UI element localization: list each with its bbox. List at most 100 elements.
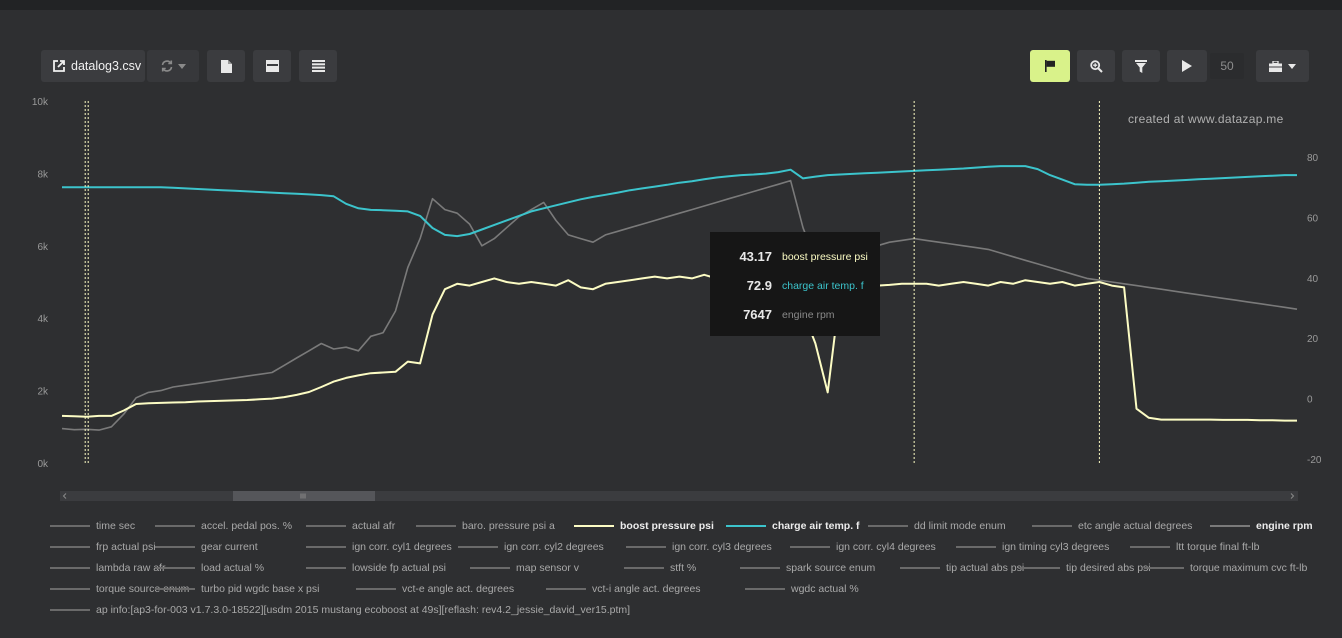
legend-item[interactable]: ign corr. cyl4 degrees [790, 536, 936, 557]
legend-swatch [458, 545, 498, 548]
legend-swatch [470, 566, 510, 569]
legend-item[interactable]: baro. pressure psi a [416, 515, 555, 536]
tooltip-row: 7647 engine rpm [710, 300, 880, 329]
horizontal-scrollbar[interactable] [60, 491, 1298, 501]
legend-swatch [1144, 566, 1184, 569]
legend-swatch [50, 566, 90, 569]
legend-label: frp actual psi [96, 540, 156, 553]
legend-label: ign corr. cyl3 degrees [672, 540, 772, 553]
legend-item[interactable]: vct-i angle act. degrees [546, 578, 701, 599]
legend-swatch [306, 545, 346, 548]
legend-item[interactable]: torque source enum [50, 578, 189, 599]
legend-item[interactable]: accel. pedal pos. % [155, 515, 292, 536]
legend-item[interactable]: turbo pid wgdc base x psi [155, 578, 319, 599]
caret-down-icon [1288, 63, 1296, 69]
legend-item[interactable]: vct-e angle act. degrees [356, 578, 514, 599]
legend-swatch [790, 545, 830, 548]
y-right-tick-label: 80 [1307, 153, 1319, 164]
legend-item[interactable]: boost pressure psi [574, 515, 714, 536]
legend-label: engine rpm [1256, 519, 1313, 532]
legend-label: ign corr. cyl1 degrees [352, 540, 452, 553]
tooltip-value: 72.9 [746, 278, 772, 293]
legend-item[interactable]: actual afr [306, 515, 395, 536]
legend-item[interactable]: load actual % [155, 557, 264, 578]
zoom-button[interactable] [1077, 50, 1115, 82]
playback-speed-input[interactable]: 50 [1210, 53, 1244, 79]
legend-item[interactable]: tip actual abs psi [900, 557, 1024, 578]
legend-label: dd limit mode enum [914, 519, 1006, 532]
y-left-tick-label: 4k [37, 314, 49, 325]
tools-dropdown-button[interactable] [1256, 50, 1309, 82]
y-right-tick-label: 0 [1307, 395, 1313, 406]
legend-item[interactable]: ign timing cyl3 degrees [956, 536, 1109, 557]
scroll-right-icon [1290, 493, 1295, 499]
top-bar [0, 0, 1342, 10]
legend-swatch [740, 566, 780, 569]
panel-icon [265, 60, 279, 72]
legend-item[interactable]: ign corr. cyl3 degrees [626, 536, 772, 557]
legend-swatch [574, 524, 614, 527]
legend-swatch [1032, 524, 1072, 527]
legend-item[interactable]: ltt torque final ft-lb [1130, 536, 1259, 557]
tooltip-series-name: engine rpm [782, 308, 835, 321]
single-panel-button[interactable] [253, 50, 291, 82]
legend-item[interactable]: gear current [155, 536, 258, 557]
open-file-button[interactable]: datalog3.csv [41, 50, 145, 82]
datalog-chart[interactable]: 0k 2k 4k 6k 8k 10k -20 0 20 40 60 80 [0, 90, 1342, 510]
legend-item[interactable]: wgdc actual % [745, 578, 859, 599]
y-right-tick-label: 20 [1307, 334, 1319, 345]
legend-item[interactable]: etc angle actual degrees [1032, 515, 1192, 536]
legend-item[interactable]: dd limit mode enum [868, 515, 1006, 536]
legend-swatch [1130, 545, 1170, 548]
play-button[interactable] [1167, 50, 1207, 82]
y-right-tick-label: 40 [1307, 274, 1319, 285]
legend-swatch [745, 587, 785, 590]
legend-label: ign corr. cyl4 degrees [836, 540, 936, 553]
legend-swatch [546, 587, 586, 590]
scrollbar-thumb [233, 491, 375, 501]
filter-button[interactable] [1122, 50, 1160, 82]
legend-item[interactable]: engine rpm [1210, 515, 1313, 536]
legend-item[interactable]: ign corr. cyl2 degrees [458, 536, 604, 557]
tooltip-value: 7647 [743, 307, 772, 322]
legend-item[interactable]: map sensor v [470, 557, 579, 578]
legend-item[interactable]: charge air temp. f [726, 515, 860, 536]
legend-label: gear current [201, 540, 258, 553]
legend-item[interactable]: lowside fp actual psi [306, 557, 446, 578]
legend-item[interactable]: lambda raw afr [50, 557, 165, 578]
caret-down-icon [178, 63, 186, 69]
external-link-icon [53, 60, 65, 72]
sync-dropdown-button[interactable] [147, 50, 199, 82]
tooltip-row: 72.9 charge air temp. f [710, 271, 880, 300]
legend-item[interactable]: ap info:[ap3-for-003 v1.7.3.0-18522][usd… [50, 599, 630, 620]
legend-label: ign timing cyl3 degrees [1002, 540, 1110, 553]
multi-panel-button[interactable] [299, 50, 337, 82]
legend-swatch [50, 524, 90, 527]
legend-item[interactable]: frp actual psi [50, 536, 156, 557]
legend-label: tip actual abs psi [946, 561, 1025, 574]
legend-label: time sec [96, 519, 136, 532]
legend-item[interactable]: time sec [50, 515, 135, 536]
legend-label: ign corr. cyl2 degrees [504, 540, 604, 553]
y-left-tick-label: 2k [37, 387, 49, 398]
legend-item[interactable]: ign corr. cyl1 degrees [306, 536, 452, 557]
legend-label: vct-e angle act. degrees [402, 582, 515, 595]
legend-item[interactable]: torque maximum cvc ft-lb [1144, 557, 1307, 578]
file-icon [220, 59, 232, 73]
legend-item[interactable]: tip desired abs psi [1020, 557, 1151, 578]
legend-label: charge air temp. f [772, 519, 860, 532]
tooltip-series-name: charge air temp. f [782, 279, 864, 292]
legend-label: vct-i angle act. degrees [592, 582, 701, 595]
legend-label: lambda raw afr [96, 561, 166, 574]
play-icon [1182, 60, 1192, 72]
legend-item[interactable]: stft % [624, 557, 696, 578]
document-button[interactable] [207, 50, 245, 82]
series-line-charge-air-temp-f [62, 165, 1297, 238]
legend-label: baro. pressure psi a [462, 519, 555, 532]
flag-button[interactable] [1030, 50, 1070, 82]
legend-swatch [624, 566, 664, 569]
legend-swatch [50, 608, 90, 611]
legend-label: torque maximum cvc ft-lb [1190, 561, 1308, 574]
legend-item[interactable]: spark source enum [740, 557, 875, 578]
marker-line[interactable] [84, 101, 89, 463]
